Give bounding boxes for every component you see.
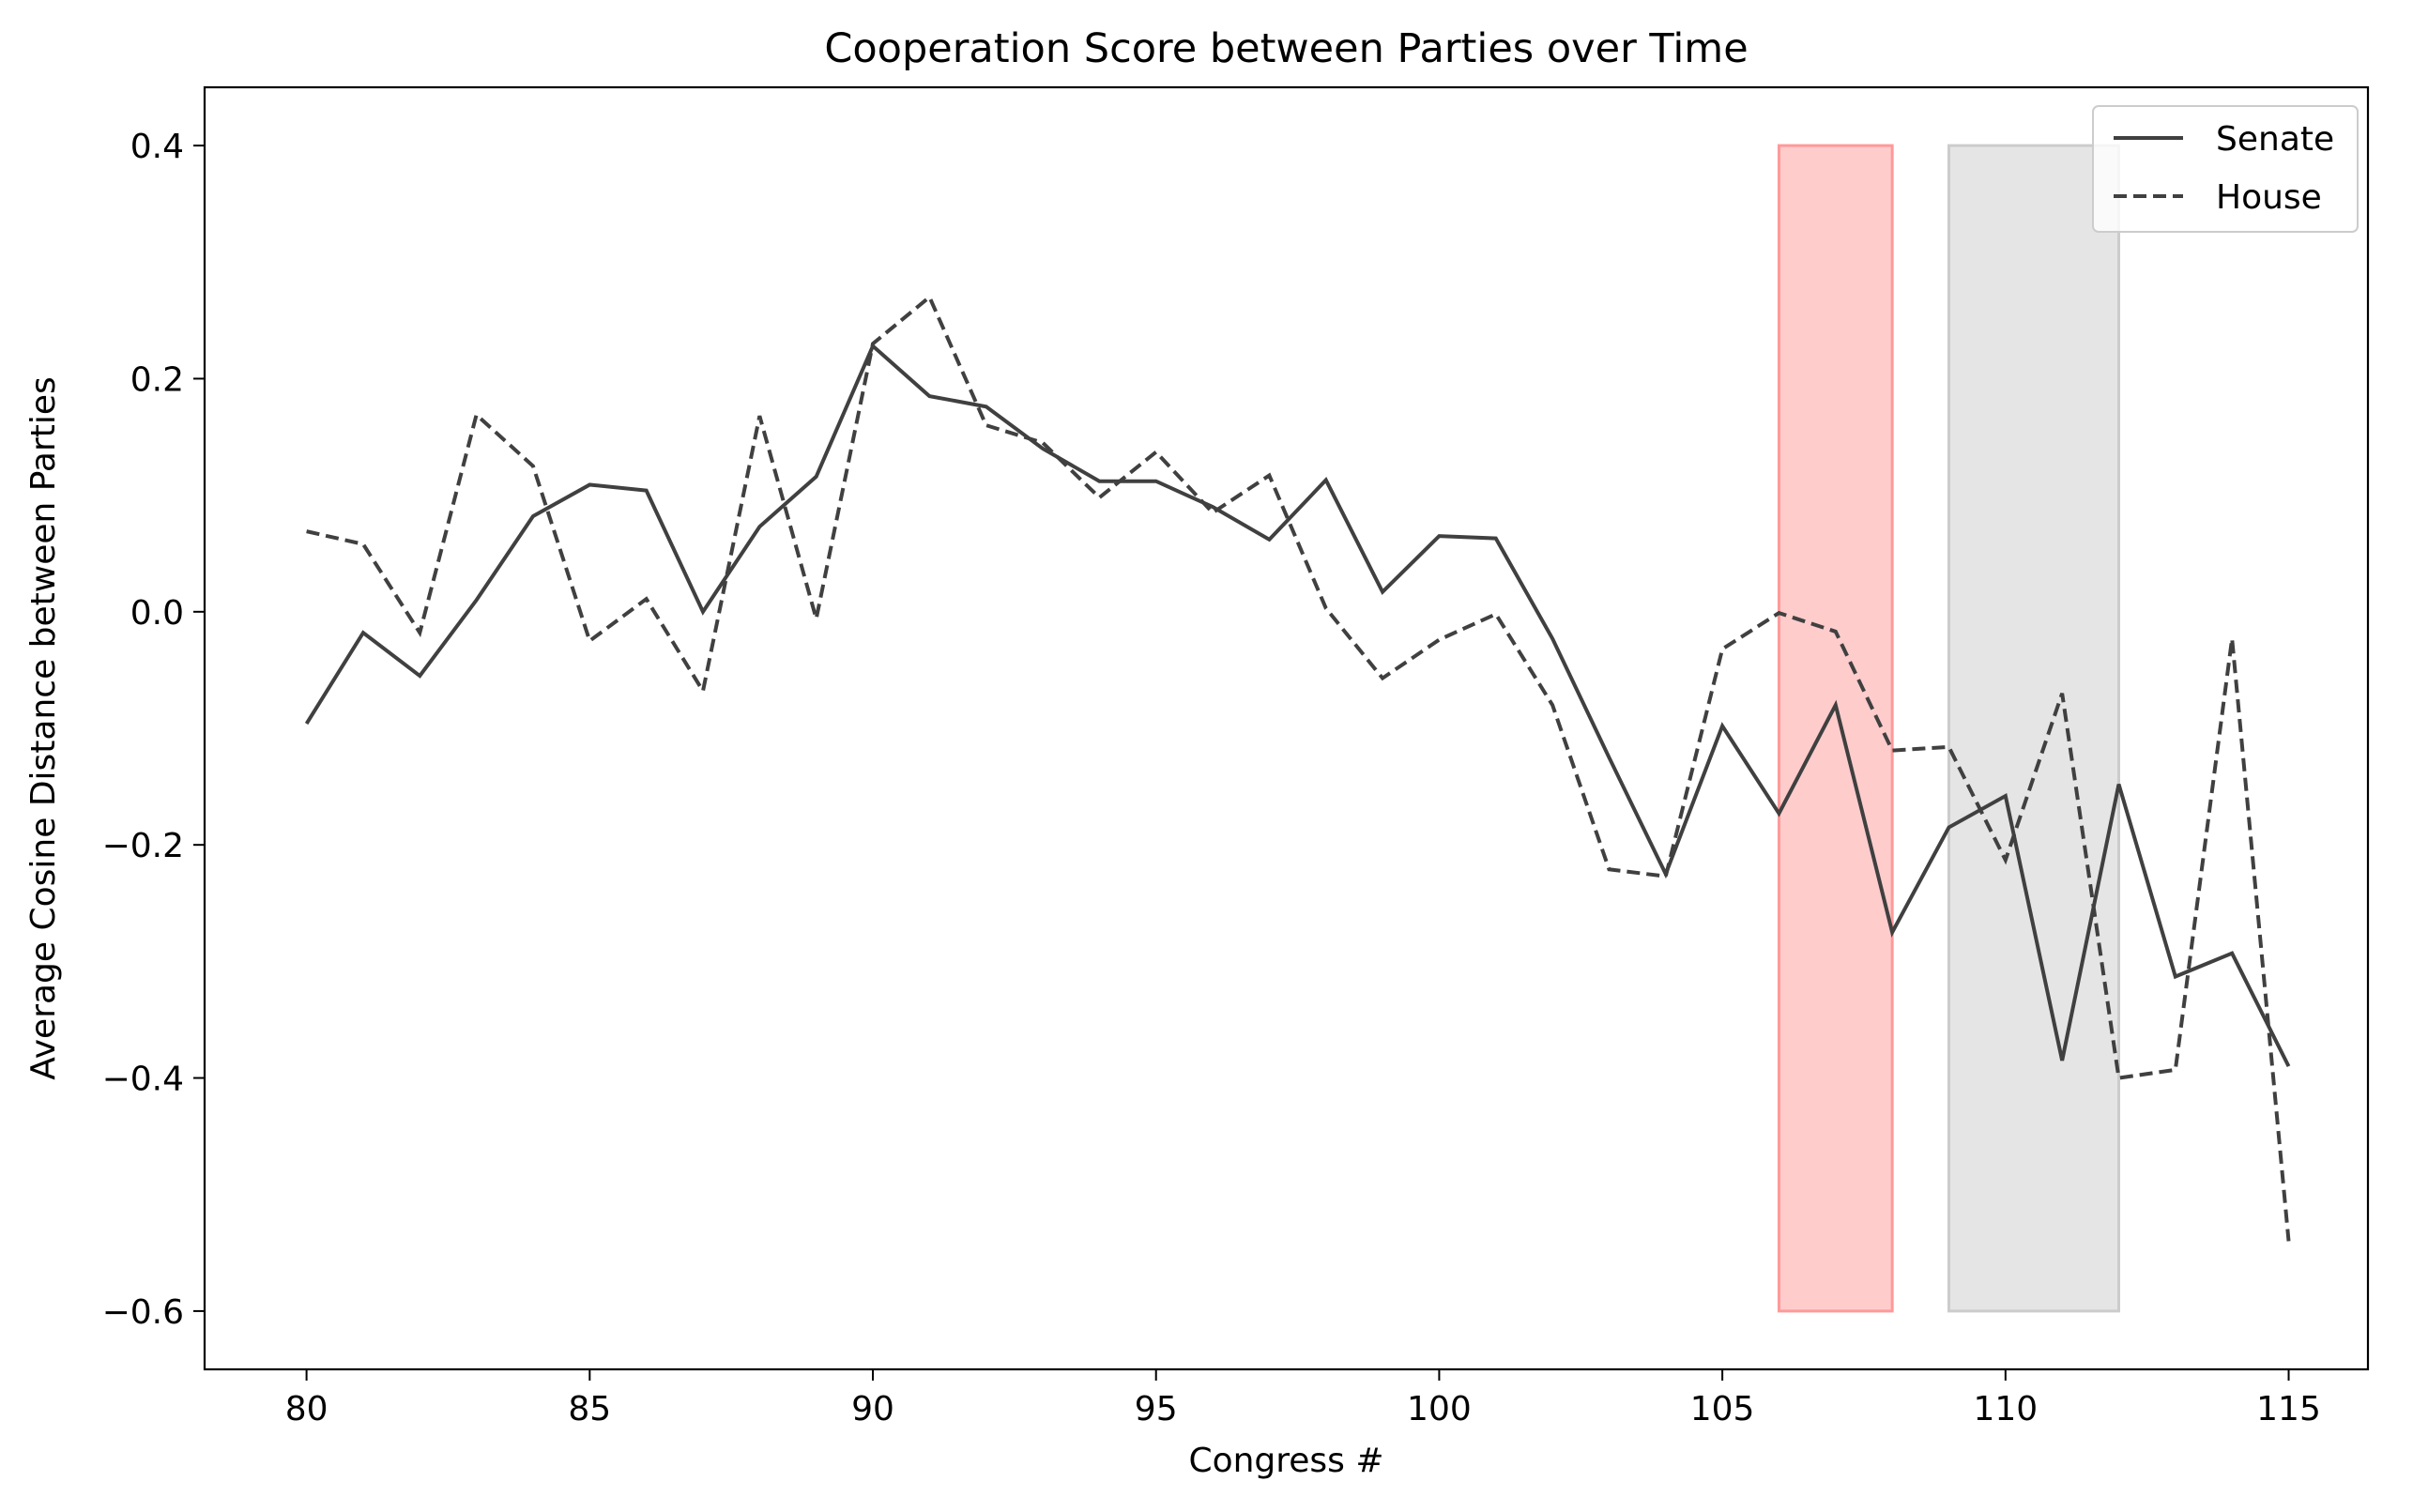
x-tick-label: 110 — [1973, 1390, 2038, 1428]
x-tick-label: 95 — [1135, 1390, 1178, 1428]
legend-senate-label: Senate — [2216, 120, 2334, 159]
y-tick-label: −0.6 — [102, 1293, 184, 1332]
shaded-region-1 — [1777, 144, 1894, 1313]
x-tick-label: 80 — [285, 1390, 328, 1428]
y-axis-ticks: 0.4 0.2 0.0 −0.2 −0.4 −0.6 — [102, 128, 205, 1332]
x-tick-label: 100 — [1407, 1390, 1472, 1428]
y-axis-label: Average Cosine Distance between Parties — [24, 376, 63, 1080]
shaded-region-2 — [1947, 144, 2121, 1313]
plot-area-frame — [203, 85, 2370, 1371]
x-tick-label: 105 — [1690, 1390, 1755, 1428]
y-tick-label: 0.4 — [130, 128, 184, 166]
x-tick-label: 115 — [2256, 1390, 2321, 1428]
y-tick-label: 0.0 — [130, 594, 184, 633]
shaded-regions — [1777, 144, 2121, 1313]
chart-title: Cooperation Score between Parties over T… — [824, 25, 1748, 72]
x-tick-label: 90 — [851, 1390, 894, 1428]
x-tick-label: 85 — [568, 1390, 611, 1428]
legend-house-label: House — [2216, 178, 2322, 217]
series-line-senate — [304, 343, 2291, 1068]
x-axis-label: Congress # — [1188, 1442, 1383, 1480]
y-tick-label: −0.4 — [102, 1061, 184, 1099]
y-tick-label: 0.2 — [130, 360, 184, 399]
series-lines — [304, 294, 2291, 1242]
legend: Senate House — [2092, 105, 2359, 233]
x-axis-ticks: 80 85 90 95 100 105 110 115 — [285, 1369, 2321, 1428]
y-tick-label: −0.2 — [102, 827, 184, 865]
